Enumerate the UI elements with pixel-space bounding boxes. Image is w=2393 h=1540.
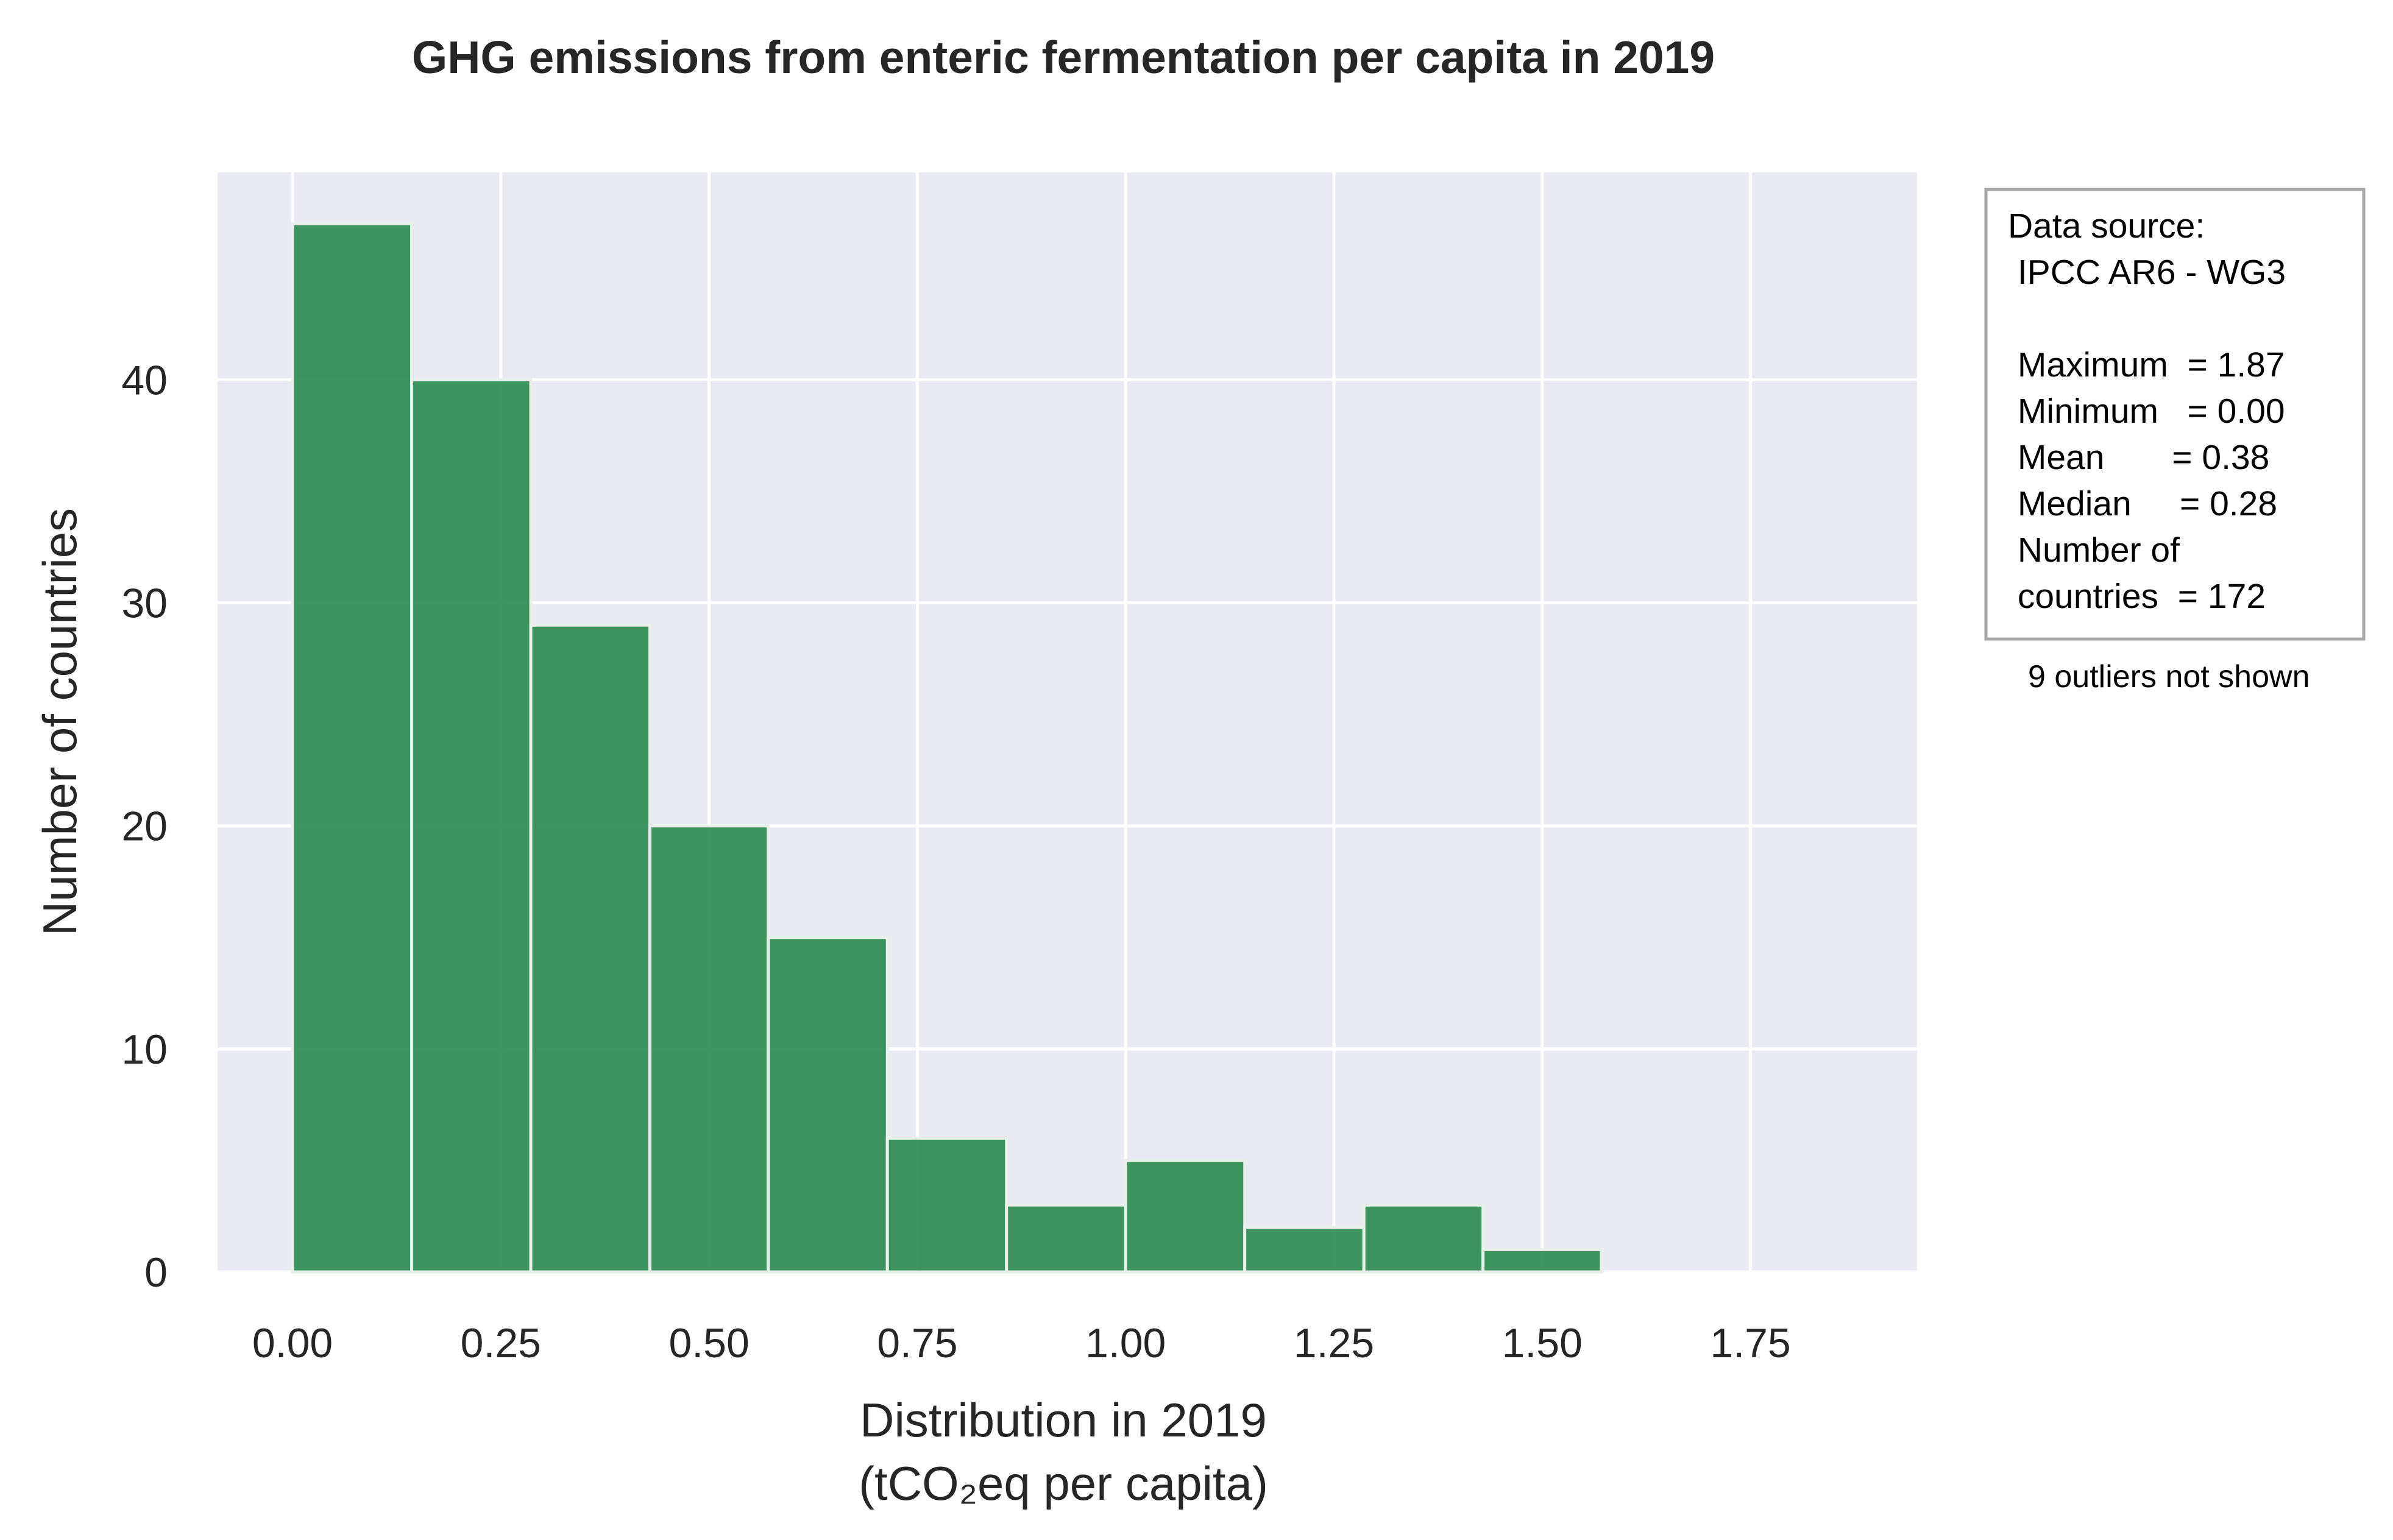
x-axis-units: (tCO₂eq per capita) bbox=[859, 1457, 1268, 1510]
y-axis-label: Number of countries bbox=[33, 508, 87, 936]
histogram-bar bbox=[1362, 1203, 1485, 1274]
x-axis-label: Distribution in 2019 bbox=[860, 1393, 1267, 1447]
x-tick-label: 0.50 bbox=[668, 1320, 749, 1366]
info-box-line: Minimum = 0.00 bbox=[2008, 392, 2285, 431]
x-tick-label: 0.75 bbox=[877, 1320, 957, 1366]
y-tick-label: 30 bbox=[121, 581, 168, 627]
info-box-line: Median = 0.28 bbox=[2008, 484, 2277, 523]
x-tick-label: 1.50 bbox=[1502, 1320, 1583, 1366]
histogram-bar bbox=[291, 222, 414, 1274]
chart-title: GHG emissions from enteric fermentation … bbox=[412, 32, 1715, 83]
histogram-bar bbox=[648, 824, 770, 1274]
histogram-bar bbox=[410, 378, 533, 1274]
info-box-border bbox=[1984, 188, 2366, 641]
outliers-note: 9 outliers not shown bbox=[2028, 659, 2310, 694]
histogram-bar bbox=[767, 936, 889, 1274]
x-tick-label: 1.00 bbox=[1085, 1320, 1166, 1366]
info-box: Data source: IPCC AR6 - WG3 Maximum = 1.… bbox=[2008, 207, 2286, 616]
x-tick-label: 0.25 bbox=[461, 1320, 541, 1366]
y-axis-ticks: 0 10 20 30 40 bbox=[121, 357, 168, 1296]
x-axis-ticks: 0.00 0.25 0.50 0.75 1.00 1.25 1.50 1.75 bbox=[252, 1320, 1791, 1366]
info-box-line: Mean = 0.38 bbox=[2008, 438, 2269, 477]
x-tick-label: 0.00 bbox=[252, 1320, 333, 1366]
info-box-line: Data source: bbox=[2008, 207, 2205, 245]
y-tick-label: 40 bbox=[121, 357, 168, 403]
y-tick-label: 20 bbox=[121, 804, 168, 850]
info-box-line: IPCC AR6 - WG3 bbox=[2008, 253, 2286, 292]
info-box-line: countries = 172 bbox=[2008, 577, 2266, 616]
info-box-line: Number of bbox=[2008, 531, 2180, 570]
histogram-bar bbox=[1243, 1226, 1366, 1274]
histogram-bars bbox=[291, 222, 1603, 1274]
x-tick-label: 1.75 bbox=[1710, 1320, 1790, 1366]
y-tick-label: 0 bbox=[144, 1249, 168, 1296]
info-box-line: Maximum = 1.87 bbox=[2008, 345, 2285, 384]
histogram-bar bbox=[1124, 1159, 1247, 1274]
histogram-bar bbox=[529, 623, 652, 1274]
histogram-bar bbox=[885, 1136, 1009, 1274]
y-tick-label: 10 bbox=[121, 1026, 168, 1073]
histogram-bar bbox=[1005, 1203, 1127, 1274]
histogram-bar bbox=[1481, 1248, 1603, 1274]
x-tick-label: 1.25 bbox=[1294, 1320, 1374, 1366]
